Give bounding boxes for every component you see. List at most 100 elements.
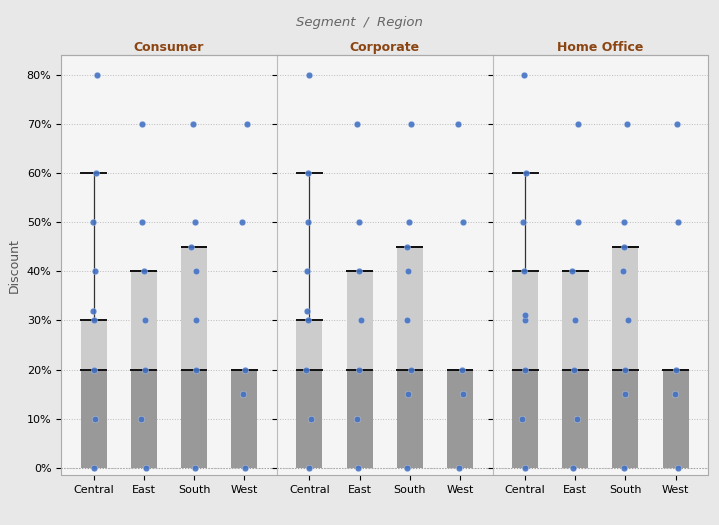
Point: [242, 120, 253, 128]
Point: [518, 70, 530, 79]
Point: [91, 169, 102, 177]
Bar: [663, 370, 689, 468]
Point: [401, 243, 413, 251]
Point: [567, 267, 578, 276]
Point: [401, 464, 413, 472]
Point: [353, 267, 365, 276]
Point: [303, 70, 314, 79]
Point: [139, 464, 151, 472]
Point: [301, 365, 312, 374]
Point: [303, 169, 314, 177]
Point: [135, 414, 147, 423]
Point: [569, 316, 581, 324]
Point: [518, 267, 530, 276]
Point: [354, 218, 365, 226]
Point: [137, 120, 148, 128]
Bar: [447, 370, 473, 468]
Point: [237, 218, 248, 226]
Point: [619, 365, 631, 374]
Point: [519, 311, 531, 320]
Point: [669, 390, 681, 398]
Point: [89, 414, 101, 423]
Bar: [181, 370, 207, 468]
Point: [351, 414, 362, 423]
Point: [672, 464, 684, 472]
Point: [406, 365, 417, 374]
Point: [567, 464, 579, 472]
Point: [457, 218, 469, 226]
Point: [672, 120, 683, 128]
Point: [568, 365, 580, 374]
Bar: [347, 370, 372, 468]
Point: [88, 464, 100, 472]
Bar: [397, 247, 423, 370]
Point: [239, 464, 251, 472]
Point: [401, 316, 413, 324]
Point: [453, 464, 464, 472]
Point: [301, 307, 313, 315]
Text: Segment  /  Region: Segment / Region: [296, 16, 423, 29]
Point: [516, 414, 528, 423]
Bar: [562, 271, 588, 370]
Point: [186, 243, 197, 251]
Bar: [232, 370, 257, 468]
Bar: [131, 271, 157, 370]
Point: [188, 120, 199, 128]
Point: [572, 218, 584, 226]
Point: [301, 267, 313, 276]
Point: [520, 365, 531, 374]
Point: [670, 365, 682, 374]
Point: [139, 365, 150, 374]
Point: [352, 464, 363, 472]
Point: [571, 414, 582, 423]
Bar: [397, 370, 423, 468]
Point: [452, 120, 464, 128]
Point: [238, 390, 249, 398]
Point: [403, 390, 414, 398]
Point: [88, 307, 99, 315]
Point: [519, 316, 531, 324]
Point: [191, 365, 202, 374]
Point: [351, 120, 362, 128]
Point: [457, 390, 468, 398]
Bar: [512, 370, 538, 468]
Point: [89, 267, 101, 276]
Point: [138, 267, 150, 276]
Bar: [181, 247, 207, 370]
Title: Home Office: Home Office: [557, 41, 644, 54]
Title: Consumer: Consumer: [134, 41, 204, 54]
Point: [618, 218, 630, 226]
Point: [239, 365, 251, 374]
Point: [189, 218, 201, 226]
Bar: [296, 370, 322, 468]
Bar: [512, 271, 538, 370]
Bar: [81, 370, 106, 468]
Bar: [131, 370, 157, 468]
Bar: [613, 370, 638, 468]
Title: Corporate: Corporate: [349, 41, 420, 54]
Bar: [296, 320, 322, 370]
Point: [137, 218, 148, 226]
Point: [191, 267, 202, 276]
Point: [402, 267, 413, 276]
Point: [403, 218, 414, 226]
Point: [303, 316, 314, 324]
Point: [355, 316, 367, 324]
Point: [618, 267, 629, 276]
Point: [354, 365, 365, 374]
Point: [620, 120, 632, 128]
Point: [456, 365, 467, 374]
Point: [572, 120, 583, 128]
Bar: [347, 271, 372, 370]
Point: [303, 464, 315, 472]
Point: [672, 218, 684, 226]
Point: [189, 464, 201, 472]
Point: [620, 390, 631, 398]
Point: [619, 243, 631, 251]
Bar: [613, 247, 638, 370]
Bar: [562, 370, 588, 468]
Point: [191, 316, 202, 324]
Y-axis label: Discount: Discount: [8, 238, 21, 292]
Bar: [81, 320, 106, 370]
Point: [518, 218, 529, 226]
